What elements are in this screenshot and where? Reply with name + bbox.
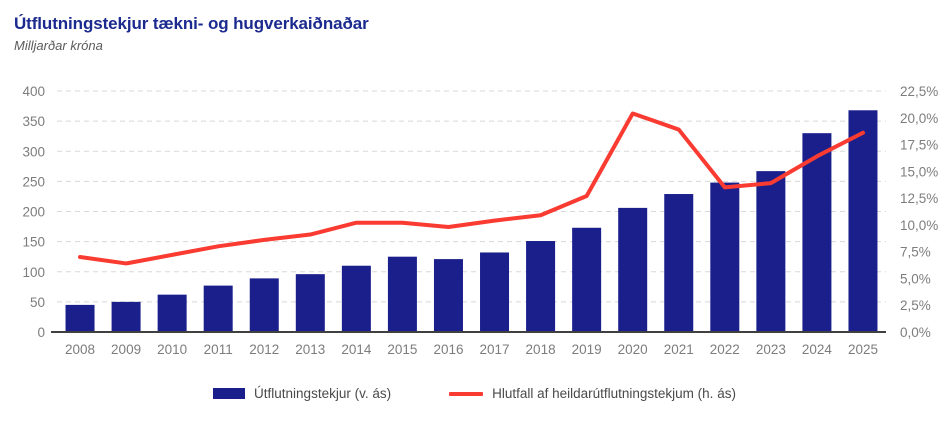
right-axis-tick-label: 15,0% (900, 164, 938, 179)
legend-item-bars-label: Útflutningstekjur (v. ás) (254, 386, 392, 401)
x-axis-tick-label: 2021 (664, 342, 694, 357)
bar (664, 194, 694, 332)
left-axis-tick-label: 0 (37, 325, 45, 340)
x-axis-tick-label: 2012 (249, 342, 279, 357)
left-axis-tick-label: 250 (22, 174, 45, 189)
right-axis-tick-label: 7,5% (900, 245, 931, 260)
right-axis-tick-label: 22,5% (900, 84, 938, 99)
left-axis-tick-label: 200 (22, 205, 45, 220)
bar (710, 182, 740, 332)
chart-header: Útflutningstekjur tækni- og hugverkaiðna… (14, 14, 369, 53)
left-axis-tick-label: 150 (22, 235, 45, 250)
bar (203, 285, 233, 332)
legend-line-swatch-icon (449, 391, 484, 396)
x-axis-tick-labels: 2008 2009 2010 2011 2012 2013 2014 2015 2016 2017… (65, 342, 878, 357)
left-axis-tick-label: 100 (22, 265, 45, 280)
right-axis-tick-label: 12,5% (900, 191, 938, 206)
bar (433, 259, 463, 332)
x-axis-tick-label: 2022 (710, 342, 740, 357)
x-axis-tick-label: 2010 (157, 342, 187, 357)
x-axis-tick-label: 2017 (480, 342, 510, 357)
x-axis-tick-label: 2025 (848, 342, 878, 357)
chart-subtitle: Milljarðar króna (14, 38, 103, 53)
x-axis-tick-label: 2009 (111, 342, 141, 357)
right-axis-tick-label: 0,0% (900, 325, 931, 340)
left-axis-tick-label: 50 (30, 295, 45, 310)
legend-bar-swatch-icon (213, 388, 246, 399)
bar-series (65, 110, 878, 332)
bar (848, 110, 878, 332)
right-axis-tick-label: 10,0% (900, 218, 938, 233)
chart-title: Útflutningstekjur tækni- og hugverkaiðna… (14, 14, 369, 33)
bar (802, 133, 832, 332)
x-axis-tick-label: 2014 (341, 342, 372, 357)
right-axis-tick-label: 5,0% (900, 271, 931, 286)
bar (618, 207, 648, 332)
bar (572, 227, 602, 332)
left-axis-tick-label: 400 (22, 84, 45, 99)
right-axis-tick-label: 17,5% (900, 138, 938, 153)
left-axis-tick-labels: 0 50 100 150 200 250 300 350 400 (22, 84, 45, 340)
x-axis-tick-label: 2024 (802, 342, 833, 357)
right-axis-tick-label: 20,0% (900, 111, 938, 126)
x-axis-tick-label: 2016 (433, 342, 463, 357)
bar (341, 265, 371, 332)
x-axis-tick-label: 2008 (65, 342, 95, 357)
right-axis-tick-labels: 0,0% 2,5% 5,0% 7,5% 10,0% 12,5% 15,0% 17,5% 20,0… (900, 84, 938, 340)
left-axis-tick-label: 300 (22, 144, 45, 159)
bar (65, 304, 95, 332)
bar (756, 171, 786, 332)
legend-item-bars[interactable]: Útflutningstekjur (v. ás) (213, 386, 391, 401)
gridlines (57, 90, 886, 303)
left-axis-tick-label: 350 (22, 114, 45, 129)
right-axis-tick-label: 2,5% (900, 298, 931, 313)
x-axis-tick-label: 2023 (756, 342, 786, 357)
bar (295, 274, 325, 332)
x-axis-tick-label: 2018 (526, 342, 556, 357)
x-axis-tick-label: 2019 (572, 342, 602, 357)
bar (480, 252, 510, 332)
x-axis-tick-label: 2020 (618, 342, 648, 357)
line-series (78, 111, 865, 266)
legend-item-line[interactable]: Hlutfall af heildarútflutningstekjum (h.… (449, 386, 736, 401)
chart-legend: Útflutningstekjur (v. ás) Hlutfall af he… (0, 386, 949, 401)
bar (526, 241, 556, 332)
x-axis-tick-label: 2013 (295, 342, 325, 357)
bar (111, 301, 141, 332)
x-axis-tick-label: 2015 (387, 342, 417, 357)
legend-item-line-label: Hlutfall af heildarútflutningstekjum (h.… (492, 386, 736, 401)
bar (249, 278, 279, 332)
x-axis-tick-label: 2011 (204, 342, 233, 357)
line-path (78, 111, 865, 266)
bar (387, 256, 417, 332)
bar (157, 294, 187, 332)
